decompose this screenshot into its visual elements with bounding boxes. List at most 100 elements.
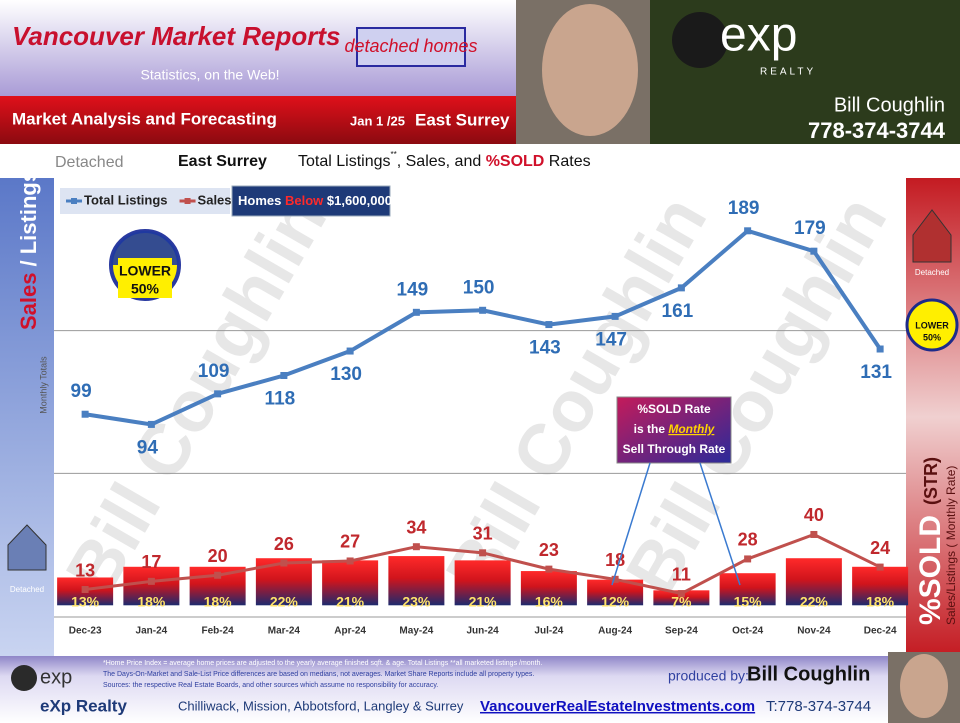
marker bbox=[545, 565, 553, 573]
marker bbox=[81, 410, 89, 418]
y-label-note: Monthly Totals bbox=[38, 356, 48, 414]
header-title: Vancouver Market Reports bbox=[12, 21, 340, 51]
x-tick-label: Nov-24 bbox=[797, 626, 831, 637]
bar-label: 22% bbox=[270, 594, 299, 610]
header-subtitle: Statistics, on the Web! bbox=[140, 67, 279, 83]
data-label: 20 bbox=[208, 546, 228, 566]
footer-note: The Days-On-Market and Sale-List Price d… bbox=[103, 671, 534, 678]
x-tick-label: Jan-24 bbox=[136, 626, 168, 637]
bar bbox=[852, 566, 909, 606]
x-tick-label: Jun-24 bbox=[467, 626, 500, 637]
marker bbox=[810, 247, 818, 255]
x-tick-label: May-24 bbox=[399, 626, 433, 637]
chart-header bbox=[0, 146, 960, 178]
legend-box bbox=[60, 188, 230, 214]
title-part: %SOLD bbox=[486, 153, 545, 170]
marker bbox=[81, 586, 89, 594]
data-label: 161 bbox=[662, 301, 694, 322]
data-label: 34 bbox=[406, 517, 426, 537]
x-tick-label: Dec-23 bbox=[69, 626, 102, 637]
right-title: %SOLD bbox=[914, 515, 947, 625]
marker bbox=[412, 543, 420, 551]
marker bbox=[744, 555, 752, 563]
data-label: 28 bbox=[738, 530, 758, 550]
bar bbox=[123, 566, 180, 606]
website[interactable]: VancouverRealEstateInvestments.com bbox=[480, 698, 755, 715]
legend-label: Sales bbox=[198, 192, 232, 207]
bar-label: 7% bbox=[671, 594, 692, 610]
phone: 778-374-3744 bbox=[808, 118, 946, 143]
marker bbox=[611, 575, 619, 583]
data-label: 179 bbox=[794, 218, 826, 239]
marker bbox=[677, 284, 685, 292]
header-band bbox=[0, 96, 516, 144]
annotation-part: is the bbox=[634, 422, 669, 436]
filter-part: $1,600,000 bbox=[323, 193, 392, 208]
brand: exp bbox=[720, 9, 797, 62]
brand-sub: REALTY bbox=[760, 67, 816, 78]
data-label: 99 bbox=[71, 381, 92, 402]
marker bbox=[479, 306, 487, 314]
x-tick-label: Mar-24 bbox=[268, 626, 301, 637]
data-label: 23 bbox=[539, 540, 559, 560]
data-label: 149 bbox=[397, 279, 429, 300]
data-label: 118 bbox=[265, 389, 296, 410]
bar-label: 21% bbox=[469, 594, 498, 610]
data-label: 31 bbox=[473, 524, 493, 544]
marker bbox=[810, 530, 818, 538]
marker bbox=[346, 557, 354, 565]
footer-note: Sources: the respective Real Estate Boar… bbox=[103, 682, 438, 689]
x-tick-label: Apr-24 bbox=[334, 626, 366, 637]
filter-part: Homes bbox=[238, 193, 285, 208]
chart-area: East Surrey bbox=[178, 153, 267, 170]
left-panel bbox=[0, 178, 54, 656]
footer-phone: T:778-374-3744 bbox=[766, 698, 871, 715]
data-label: 130 bbox=[330, 364, 362, 385]
photo-face bbox=[542, 4, 638, 136]
x-tick-label: Dec-24 bbox=[864, 626, 897, 637]
marker bbox=[876, 345, 884, 353]
marker bbox=[677, 590, 685, 598]
header-area: East Surrey bbox=[415, 110, 510, 129]
bar bbox=[520, 571, 577, 606]
chart-title: Total Listings**, Sales, and %SOLD Rates bbox=[298, 150, 591, 170]
house-icon bbox=[7, 524, 47, 571]
data-label: 26 bbox=[274, 534, 294, 554]
title-part: Total Listings bbox=[298, 153, 391, 170]
x-tick-label: Sep-24 bbox=[665, 626, 698, 637]
marker bbox=[280, 559, 288, 567]
bar-label: 12% bbox=[601, 594, 630, 610]
x-tick-label: Feb-24 bbox=[202, 626, 235, 637]
x-tick-label: Oct-24 bbox=[732, 626, 764, 637]
data-label: 24 bbox=[870, 538, 890, 558]
badge-top bbox=[111, 231, 179, 265]
right-note: Sales/Listings ( Monthly Rate) bbox=[944, 466, 958, 625]
marker bbox=[545, 321, 553, 329]
y-axis-label: Sales / Listings bbox=[16, 170, 41, 330]
bar-label: 23% bbox=[402, 594, 431, 610]
brand-logo bbox=[672, 12, 728, 68]
annotation-part: Monthly bbox=[668, 422, 715, 436]
footer-brand: exp bbox=[40, 666, 72, 688]
data-label: 189 bbox=[728, 198, 760, 219]
icon-label: Detached bbox=[10, 585, 44, 594]
filter-box bbox=[231, 185, 391, 217]
header-badge: detached homes bbox=[344, 36, 477, 56]
plot: Dec-23 Jan-24 Feb-24 Mar-24 Apr-24 May-24 Jun-… bbox=[54, 198, 909, 637]
marker bbox=[147, 420, 155, 428]
legend-marker bbox=[184, 198, 191, 204]
bar-label: 21% bbox=[336, 594, 365, 610]
title-part: , Sales, and bbox=[397, 153, 486, 170]
data-label: 40 bbox=[804, 505, 824, 525]
marker bbox=[479, 549, 487, 557]
marker bbox=[412, 308, 420, 316]
bar bbox=[322, 560, 379, 606]
badge-center bbox=[118, 258, 172, 298]
data-label: 13 bbox=[75, 560, 95, 580]
legend-marker bbox=[71, 198, 77, 204]
annotation-arrow bbox=[699, 462, 741, 586]
x-tick-label: Jul-24 bbox=[534, 626, 563, 637]
marker bbox=[280, 372, 288, 380]
footer-note: *Home Price Index = average home prices … bbox=[103, 660, 542, 667]
produced-by: produced by: bbox=[668, 668, 749, 684]
